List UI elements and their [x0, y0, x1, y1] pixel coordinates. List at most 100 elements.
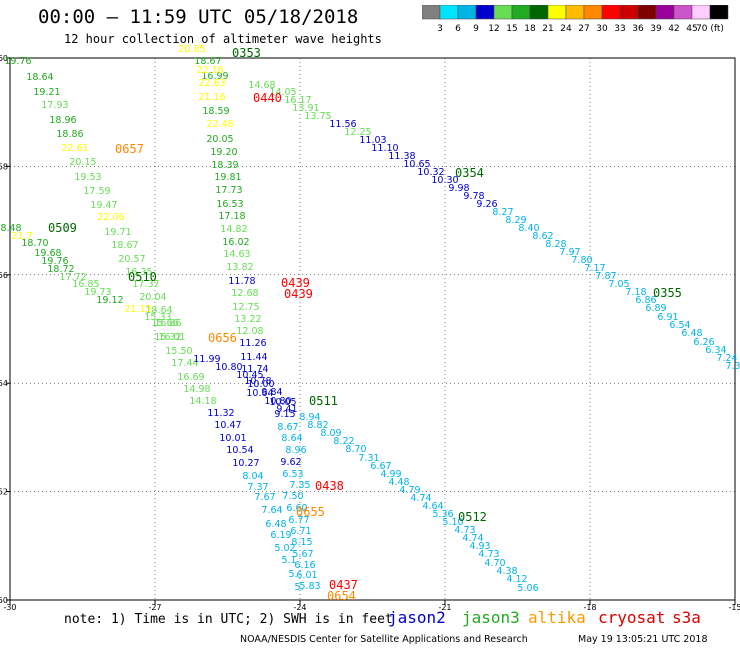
colorbar-label: 15	[506, 24, 517, 34]
swh-value: 10.47	[214, 420, 241, 431]
swh-value: 4.73	[478, 549, 499, 560]
swh-value: 10.64	[246, 388, 273, 399]
swh-value: 4.99	[380, 469, 401, 480]
swh-value: 10.65	[403, 159, 430, 170]
pass-time-label: 0355	[653, 286, 682, 300]
pass-time-label: 0509	[48, 221, 77, 235]
altimeter-map: -30 -27 -24 -21 -18 -15 60 58 56 54 52 50 19.76 18.64…	[0, 44, 740, 612]
swh-value: 18.86	[56, 129, 83, 140]
swh-value: 10.27	[232, 458, 259, 469]
colorbar-label: 30	[596, 24, 608, 34]
swh-value: 14.63	[223, 249, 250, 260]
swh-value: 10.78	[244, 376, 271, 387]
colorbar-label: 21	[542, 24, 553, 34]
colorbar-label: 39	[650, 24, 662, 34]
swh-value: 12.75	[232, 302, 259, 313]
swh-value: 6.26	[693, 337, 714, 348]
lat-tick-label: 54	[0, 379, 8, 388]
generated-timestamp: May 19 13:05:21 UTC 2018	[578, 634, 708, 645]
swh-value: 4.74	[462, 533, 483, 544]
pass-time-label: 0438	[315, 479, 344, 493]
swh-value: 22.06	[97, 212, 124, 223]
colorbar-label: 33	[614, 24, 625, 34]
swh-value: 8.82	[307, 420, 328, 431]
swh-value: 16.85	[72, 279, 99, 290]
swh-value: 19.76	[4, 56, 31, 67]
swh-value: 9.26	[476, 199, 497, 210]
swh-value: 14.98	[183, 384, 210, 395]
map-title: 00:00 — 11:59 UTC 05/18/2018	[38, 6, 359, 28]
swh-value: 19.12	[96, 295, 123, 306]
swh-value: 8.22	[333, 436, 354, 447]
swh-value: 14.82	[220, 224, 247, 235]
lon-tick-label: -15	[728, 603, 740, 612]
swh-value: 8.67	[277, 422, 298, 433]
swh-value: 18.59	[202, 106, 229, 117]
swh-value: 7.67	[254, 492, 275, 503]
swh-value: 5.67	[292, 549, 313, 560]
colorbar-label: 24	[560, 24, 572, 34]
swh-value: 18.70	[21, 238, 48, 249]
swh-value: 18.96	[49, 115, 76, 126]
swh-value: 21.16	[198, 92, 225, 103]
swh-value: 18.67	[194, 56, 221, 67]
swh-value: 8.96	[285, 445, 306, 456]
swh-value: 16.35	[125, 267, 152, 278]
swh-value: 10.30	[431, 175, 458, 186]
lon-tick-label: -24	[293, 603, 306, 612]
swh-value: 17.72	[59, 272, 86, 283]
swh-value: 19.21	[33, 87, 60, 98]
swh-value: 16.99	[201, 71, 228, 82]
swh-value: 7.37	[247, 482, 268, 493]
swh-value: 19.76	[41, 256, 68, 267]
pass-time-label: 0439	[284, 287, 313, 301]
swh-value: 13.91	[292, 103, 319, 114]
swh-value: 11.99	[193, 354, 220, 365]
swh-value: 17.37	[132, 279, 159, 290]
swh-value: 4.79	[399, 485, 420, 496]
swh-value: 7.18	[625, 287, 646, 298]
map-subtitle: 12 hour collection of altimeter wave hei…	[64, 32, 382, 46]
colorbar-label: 27	[578, 24, 589, 34]
swh-value: 17.18	[218, 211, 245, 222]
swh-value: 17.59	[83, 186, 110, 197]
pass-time-label: 0510	[128, 270, 157, 284]
swh-value: 9.78	[463, 191, 484, 202]
swh-value: 5.1	[281, 555, 296, 566]
swh-value: 5.	[288, 569, 297, 580]
swh-value: 8.70	[345, 444, 366, 455]
swh-value: 5.83	[299, 581, 320, 592]
swh-value: 16.02	[222, 237, 249, 248]
colorbar-label: 9	[473, 24, 479, 34]
swh-value: 4.64	[422, 501, 443, 512]
swh-value: 18.64	[26, 72, 53, 83]
swh-value: 9.62	[280, 457, 301, 468]
swh-value: 17.73	[215, 185, 242, 196]
swh-value: 11.32	[207, 408, 234, 419]
swh-value: 13.75	[304, 111, 331, 122]
swh-value: 13.22	[234, 314, 261, 325]
swh-value: 16.01	[158, 332, 185, 343]
legend-jason3: jason3	[462, 608, 520, 627]
swh-value: 19.20	[210, 147, 237, 158]
legend-jason2: jason2	[388, 608, 446, 627]
map-frame	[9, 57, 736, 601]
lon-tick-label: -27	[148, 603, 161, 612]
colorbar-label: 18	[524, 24, 536, 34]
swh-value: 10.05	[269, 397, 296, 408]
swh-value: 6.86	[635, 295, 656, 306]
swh-value: 6.19	[270, 530, 291, 541]
swh-value: 4.93	[469, 541, 490, 552]
swh-value: 6.48	[265, 519, 286, 530]
swh-value: 4.70	[484, 558, 505, 569]
swh-value: 20.15	[69, 157, 96, 168]
swh-value: 18.48	[0, 223, 22, 234]
swh-value: 8.64	[281, 433, 302, 444]
swh-value: 5.	[294, 582, 303, 593]
swh-value: 7.3	[725, 361, 740, 372]
lat-tick-label: 52	[0, 488, 8, 497]
swh-value: 10.32	[417, 167, 444, 178]
lon-tick-label: -18	[583, 603, 596, 612]
swh-value: 20.85	[178, 44, 205, 55]
